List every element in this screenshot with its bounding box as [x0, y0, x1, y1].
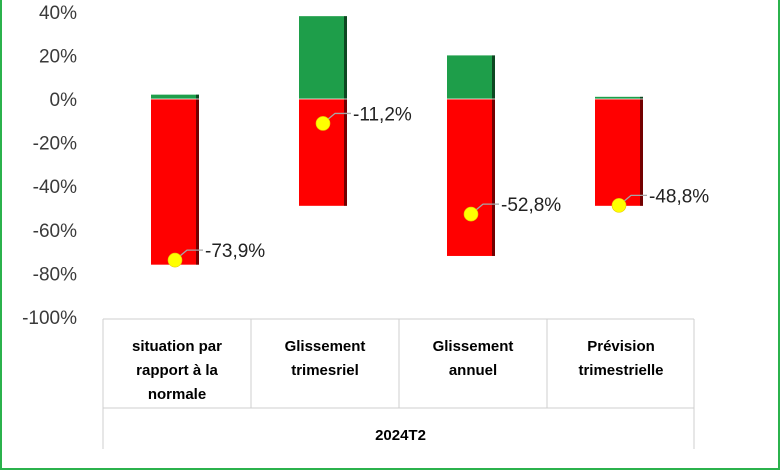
markers: -73,9% -11,2% -52,8% -48,8%	[167, 104, 709, 268]
bar-shadow	[196, 94, 199, 99]
x-tick-label: normale	[148, 386, 206, 403]
x-tick-label: trimestrielle	[578, 362, 663, 379]
y-tick-label: 20%	[39, 46, 77, 67]
y-tick-label: -20%	[33, 134, 77, 155]
bar-shadow	[344, 16, 347, 99]
y-tick-label: -100%	[22, 308, 77, 329]
data-label: -11,2%	[353, 104, 412, 125]
data-label: -48,8%	[649, 186, 709, 207]
bar-shadow	[492, 99, 495, 256]
bar-shadow	[344, 99, 347, 206]
x-tick-label: Glissement	[285, 338, 366, 355]
bar-negative	[447, 99, 495, 256]
x-tick-label: Prévision	[587, 338, 655, 355]
y-tick-label: 40%	[39, 3, 77, 24]
x-tick-label: Glissement	[433, 338, 514, 355]
x-tick-label: trimesriel	[291, 362, 359, 379]
marker-point	[315, 116, 331, 131]
bar-shadow	[196, 99, 199, 265]
data-label: -52,8%	[501, 195, 561, 216]
bar-shadow	[640, 99, 643, 206]
y-tick-label: -40%	[33, 177, 77, 198]
bar-positive	[447, 55, 495, 99]
bar-positive	[151, 94, 199, 99]
bar-shadow	[640, 96, 643, 99]
x-axis: situation par rapport à la normale Glisseme…	[102, 318, 695, 449]
marker-point	[167, 252, 183, 268]
y-axis: 40% 20% 0% -20% -40% -60% -80% -100%	[22, 3, 77, 329]
marker-point	[463, 206, 479, 222]
bar-shadow	[492, 55, 495, 99]
x-tick-label: annuel	[449, 362, 497, 379]
data-label: -73,9%	[205, 241, 265, 262]
bar-positive	[595, 96, 643, 99]
x-tick-label: situation par	[132, 338, 222, 355]
bars	[103, 16, 694, 265]
y-tick-label: 0%	[50, 90, 78, 111]
marker-point	[611, 198, 627, 213]
bar-positive	[299, 16, 347, 99]
bar-negative	[595, 99, 643, 206]
y-tick-label: -80%	[33, 264, 77, 285]
x-tick-label: rapport à la	[136, 362, 218, 379]
bar-negative	[299, 99, 347, 206]
x-axis-label: 2024T2	[375, 427, 426, 444]
y-tick-label: -60%	[33, 221, 77, 242]
bar-negative	[151, 99, 199, 265]
